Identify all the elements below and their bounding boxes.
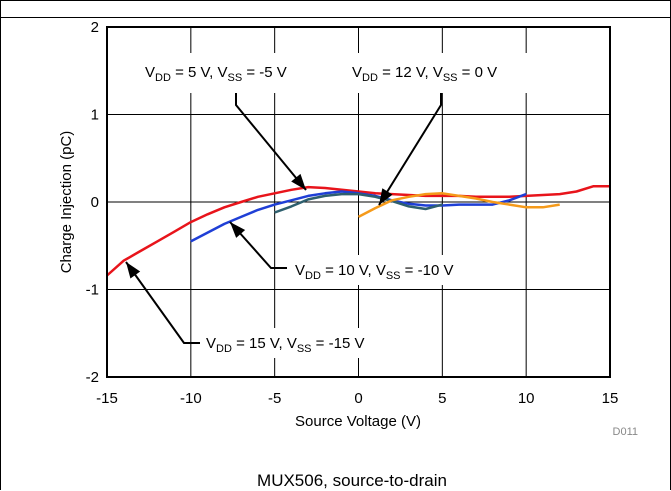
y-tick-label: 0 (91, 194, 99, 211)
x-axis-label: Source Voltage (V) (295, 413, 421, 430)
label-bg-10v (287, 255, 499, 285)
x-tick-label: 15 (602, 390, 619, 407)
annotation-vdd15-vss-15: VDD = 15 V, VSS = -15 V (206, 335, 364, 355)
label-bg-15v (200, 328, 416, 358)
annotation-arrowheads (126, 173, 393, 279)
series-line-2 (274, 192, 443, 214)
arrow-5v (235, 93, 307, 191)
arrowhead-2 (230, 222, 246, 238)
annotation-vdd12-vss0: VDD = 12 V, VSS = 0 V (352, 64, 497, 84)
label-bg-12v (343, 53, 543, 93)
y-tick-label: -1 (86, 282, 99, 299)
arrowhead-0 (291, 173, 306, 190)
arrow-15v (125, 261, 200, 344)
annotation-vdd5-vss-5: VDD = 5 V, VSS = -5 V (145, 64, 287, 84)
y-tick-label: -2 (86, 369, 99, 386)
figure-caption: MUX506, source-to-drain (257, 471, 447, 490)
annotation-vdd10-vss-10: VDD = 10 V, VSS = -10 V (295, 262, 453, 282)
x-tick-label: -10 (180, 390, 202, 407)
arrow-12v (378, 93, 442, 206)
arrow-10v (229, 221, 287, 269)
top-rule (0, 17, 671, 18)
series-line-3 (357, 192, 560, 219)
x-tick-label: -15 (96, 390, 118, 407)
x-tick-label: 0 (354, 390, 362, 407)
series-line-0 (106, 185, 610, 277)
series-layer (106, 185, 610, 277)
x-tick-label: -5 (268, 390, 281, 407)
y-tick-label: 2 (91, 19, 99, 36)
arrowhead-3 (126, 262, 141, 279)
y-tick-label: 1 (91, 107, 99, 124)
annotation-arrows (125, 93, 442, 344)
arrowhead-1 (379, 188, 393, 205)
label-bg-5v (132, 53, 352, 93)
x-tick-label: 10 (518, 390, 535, 407)
figure-id: D011 (613, 426, 638, 438)
y-axis-label: Charge Injection (pC) (58, 131, 75, 274)
plot-area-border (106, 26, 611, 378)
x-tick-label: 5 (438, 390, 446, 407)
